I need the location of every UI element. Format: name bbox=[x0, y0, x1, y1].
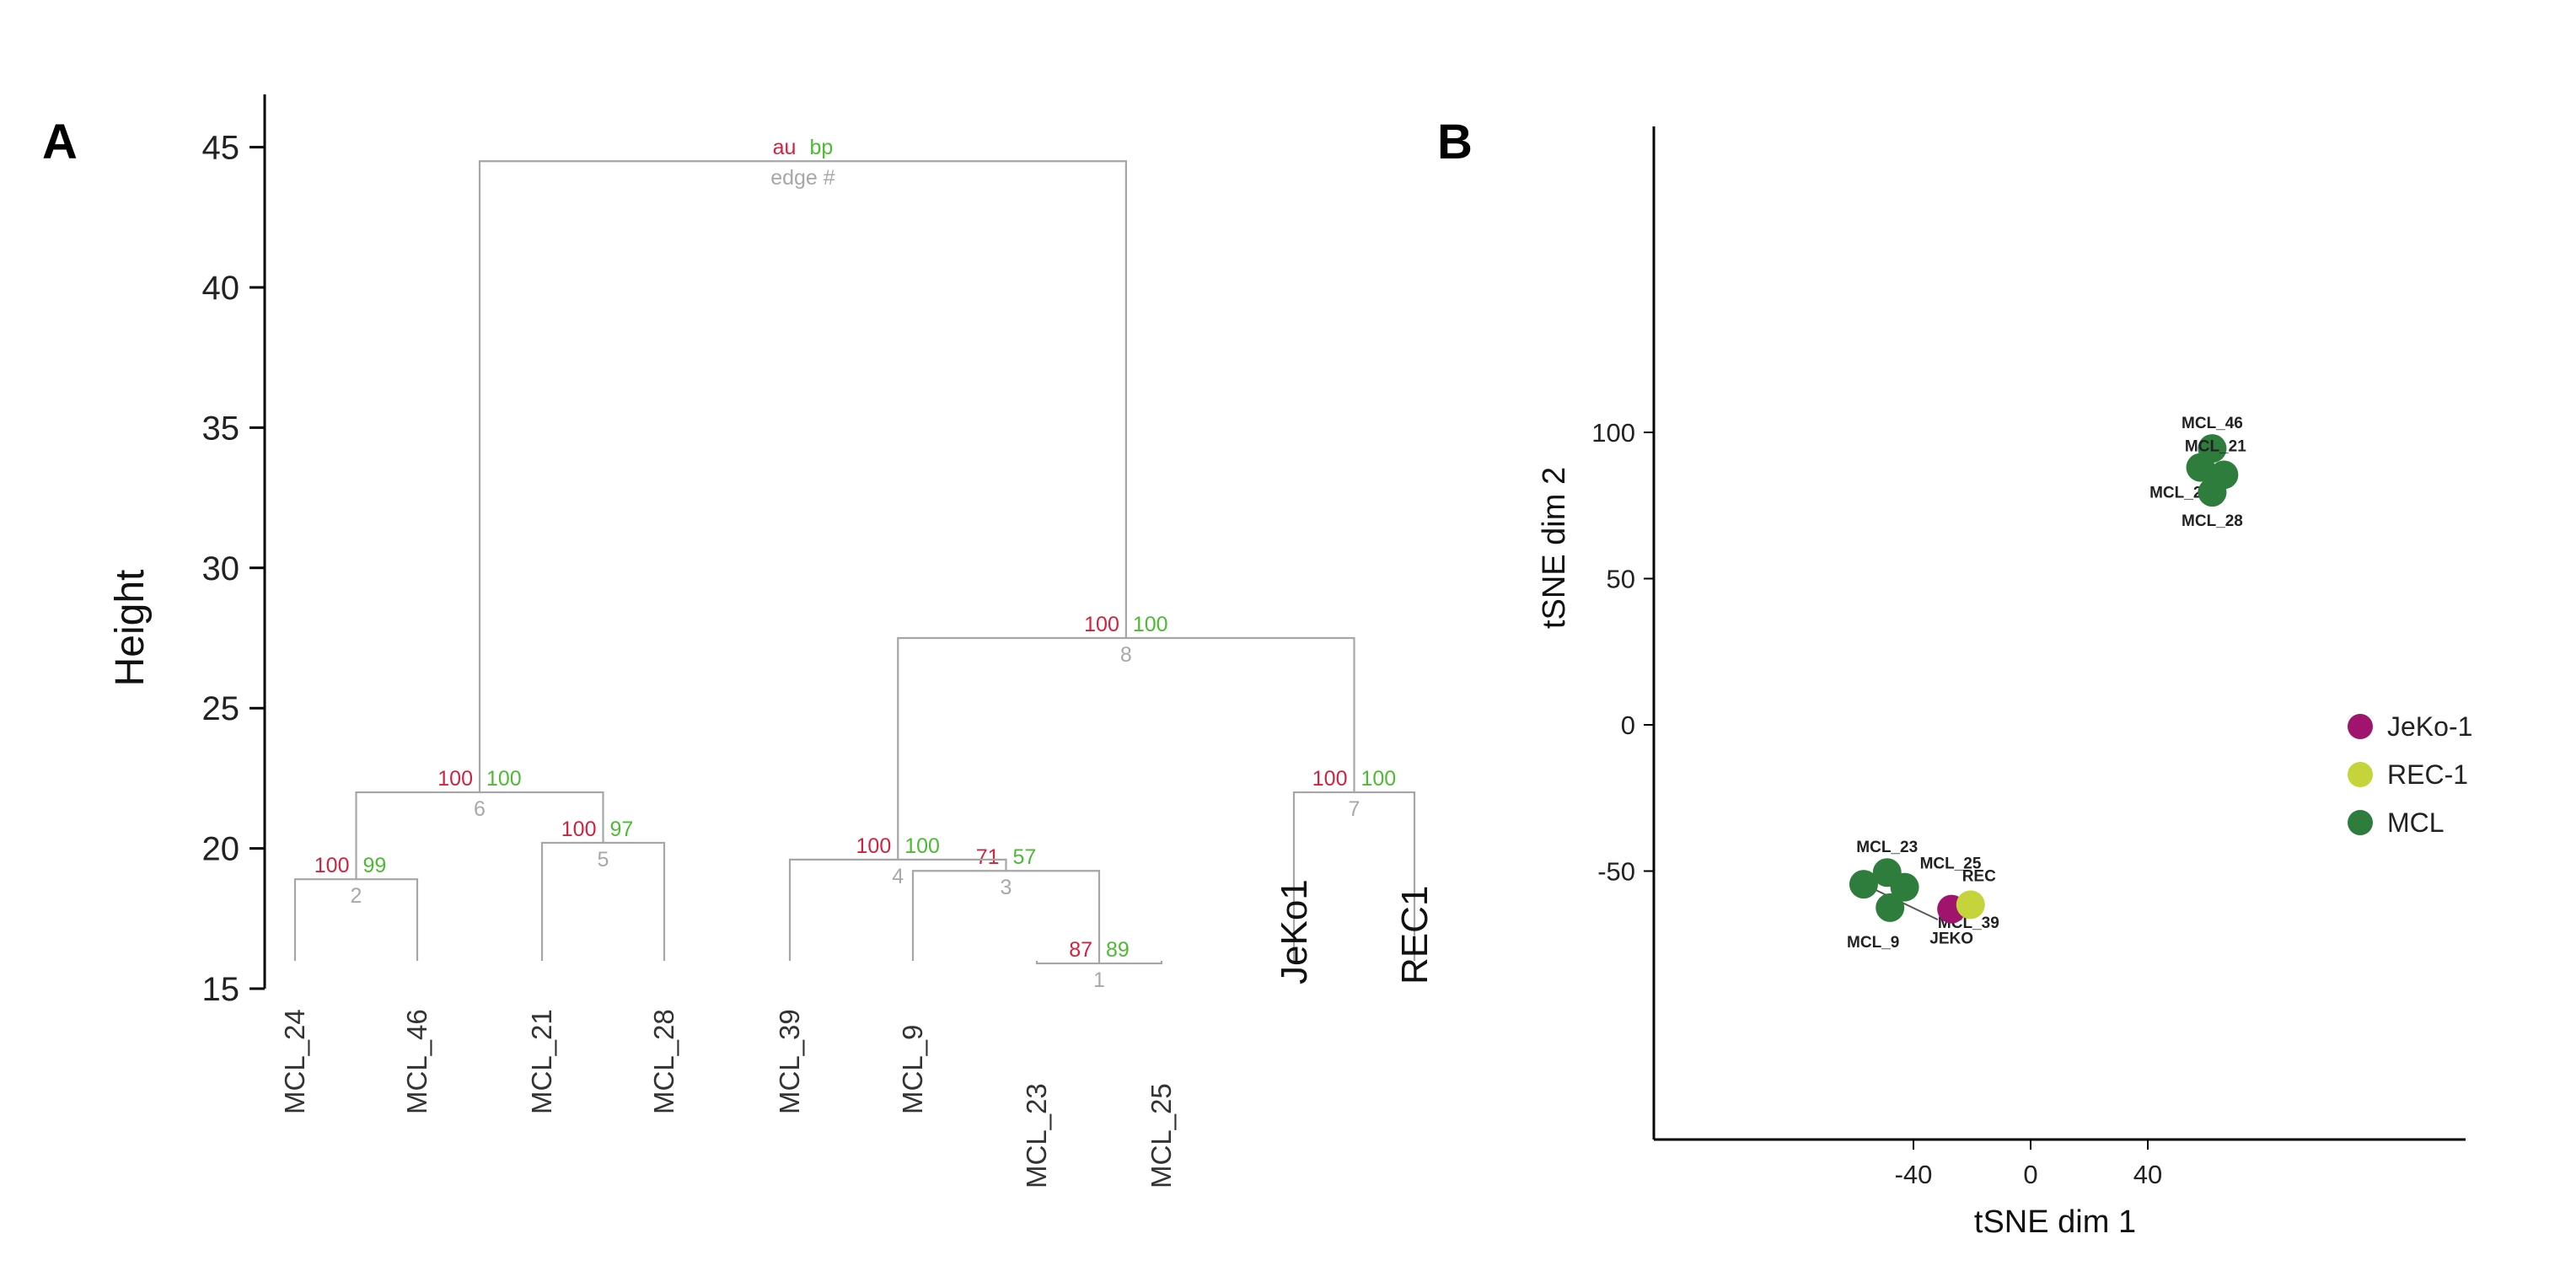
y-axis-title: tSNE dim 2 bbox=[1537, 467, 1572, 629]
y-tick-label: 40 bbox=[202, 270, 240, 307]
bp-value: 99 bbox=[363, 854, 387, 877]
scatter-point bbox=[2186, 453, 2215, 482]
x-tick-label: -40 bbox=[1895, 1160, 1933, 1189]
dendrogram-branch bbox=[897, 636, 1355, 860]
scatter-point bbox=[1956, 890, 1985, 920]
bp-value: 100 bbox=[1133, 613, 1168, 636]
edge-number: 5 bbox=[598, 848, 609, 871]
bp-value: 97 bbox=[610, 818, 634, 841]
y-tick-label: 20 bbox=[202, 831, 240, 868]
y-tick-label: 25 bbox=[202, 690, 240, 727]
point-label: JEKO bbox=[1929, 930, 1973, 948]
leaf-label: JeKo1 bbox=[1274, 879, 1315, 984]
au-value: 100 bbox=[856, 834, 892, 858]
legend-label: JeKo-1 bbox=[2387, 711, 2472, 742]
edge-number: 8 bbox=[1120, 643, 1132, 667]
y-tick-label: -50 bbox=[1597, 857, 1635, 887]
y-axis-title: Height bbox=[108, 570, 153, 687]
dendrogram-branch bbox=[293, 878, 419, 961]
au-value: 100 bbox=[1312, 767, 1348, 791]
scatter-point bbox=[1890, 872, 1919, 902]
scatter-point bbox=[1849, 870, 1878, 899]
legend-swatch bbox=[2348, 762, 2373, 787]
point-label: MCL_25 bbox=[1920, 855, 1982, 873]
point-label: MCL_24 bbox=[2149, 485, 2211, 502]
au-value: 100 bbox=[314, 854, 350, 877]
bp-value: 100 bbox=[904, 834, 940, 858]
y-tick-label: 100 bbox=[1591, 418, 1635, 448]
dendrogram-branch bbox=[478, 160, 1127, 793]
tsne-scatter-panel: -50 0 50 100 -40 0 40 tSNE dim 1 tSNE dim 2 MCL_4… bbox=[1537, 126, 2472, 1240]
dendrogram-branch bbox=[1035, 961, 1163, 965]
bp-value: 100 bbox=[486, 767, 522, 791]
point-label: MCL_46 bbox=[2182, 415, 2243, 432]
leaf-label: MCL_25 bbox=[1146, 1083, 1177, 1188]
au-value: 100 bbox=[437, 767, 473, 791]
edge-number: 7 bbox=[1349, 797, 1360, 821]
leaf-label: MCL_39 bbox=[774, 1009, 805, 1114]
x-tick-label: 0 bbox=[2023, 1160, 2037, 1189]
bp-value: 100 bbox=[1361, 767, 1397, 791]
legend-swatch bbox=[2348, 810, 2373, 835]
point-label: MCL_28 bbox=[2182, 512, 2243, 530]
leaf-label: REC1 bbox=[1394, 886, 1436, 984]
leaf-label: MCL_28 bbox=[648, 1009, 679, 1114]
scatter-point bbox=[1876, 893, 1905, 922]
y-tick-label: 30 bbox=[202, 550, 240, 587]
bp-value: 89 bbox=[1106, 938, 1130, 962]
edge-number: 2 bbox=[351, 884, 362, 908]
legend-swatch bbox=[2348, 714, 2373, 739]
y-tick-label: 15 bbox=[202, 971, 240, 1008]
leaf-label: MCL_46 bbox=[401, 1009, 432, 1114]
au-value: 71 bbox=[976, 845, 1000, 869]
x-axis-title: tSNE dim 1 bbox=[1974, 1204, 2136, 1240]
y-tick-label: 35 bbox=[202, 410, 240, 447]
au-value: 87 bbox=[1069, 938, 1092, 962]
y-tick-label: 0 bbox=[1621, 711, 1635, 740]
legend-label: MCL bbox=[2387, 807, 2445, 838]
point-label: MCL_23 bbox=[1856, 839, 1918, 856]
edge-number: 1 bbox=[1093, 968, 1105, 992]
legend-label: REC-1 bbox=[2387, 759, 2468, 790]
au-value: 100 bbox=[561, 818, 597, 841]
au-legend: au bbox=[773, 136, 797, 159]
point-label: MCL_9 bbox=[1847, 934, 1899, 952]
leaf-label: MCL_24 bbox=[279, 1009, 310, 1114]
y-tick-label: 45 bbox=[202, 130, 240, 167]
edge-number: 4 bbox=[892, 865, 904, 888]
panel-b-letter: B bbox=[1437, 115, 1473, 169]
au-value: 100 bbox=[1084, 613, 1119, 636]
edge-number: 6 bbox=[474, 797, 486, 821]
point-label: MCL_21 bbox=[2185, 437, 2246, 455]
bp-legend: bp bbox=[809, 136, 833, 159]
panel-a-letter: A bbox=[42, 115, 78, 169]
y-tick-label: 50 bbox=[1607, 565, 1635, 594]
leaf-label: MCL_23 bbox=[1021, 1083, 1052, 1188]
scatter-point bbox=[2198, 478, 2227, 507]
edge-legend: edge # bbox=[770, 166, 835, 190]
leaf-label: MCL_21 bbox=[526, 1009, 557, 1114]
point-label: REC bbox=[1962, 867, 1996, 885]
edge-number: 3 bbox=[1001, 876, 1012, 899]
x-tick-label: 40 bbox=[2133, 1160, 2162, 1189]
bp-value: 57 bbox=[1013, 845, 1037, 869]
leaf-label: MCL_9 bbox=[897, 1025, 928, 1114]
